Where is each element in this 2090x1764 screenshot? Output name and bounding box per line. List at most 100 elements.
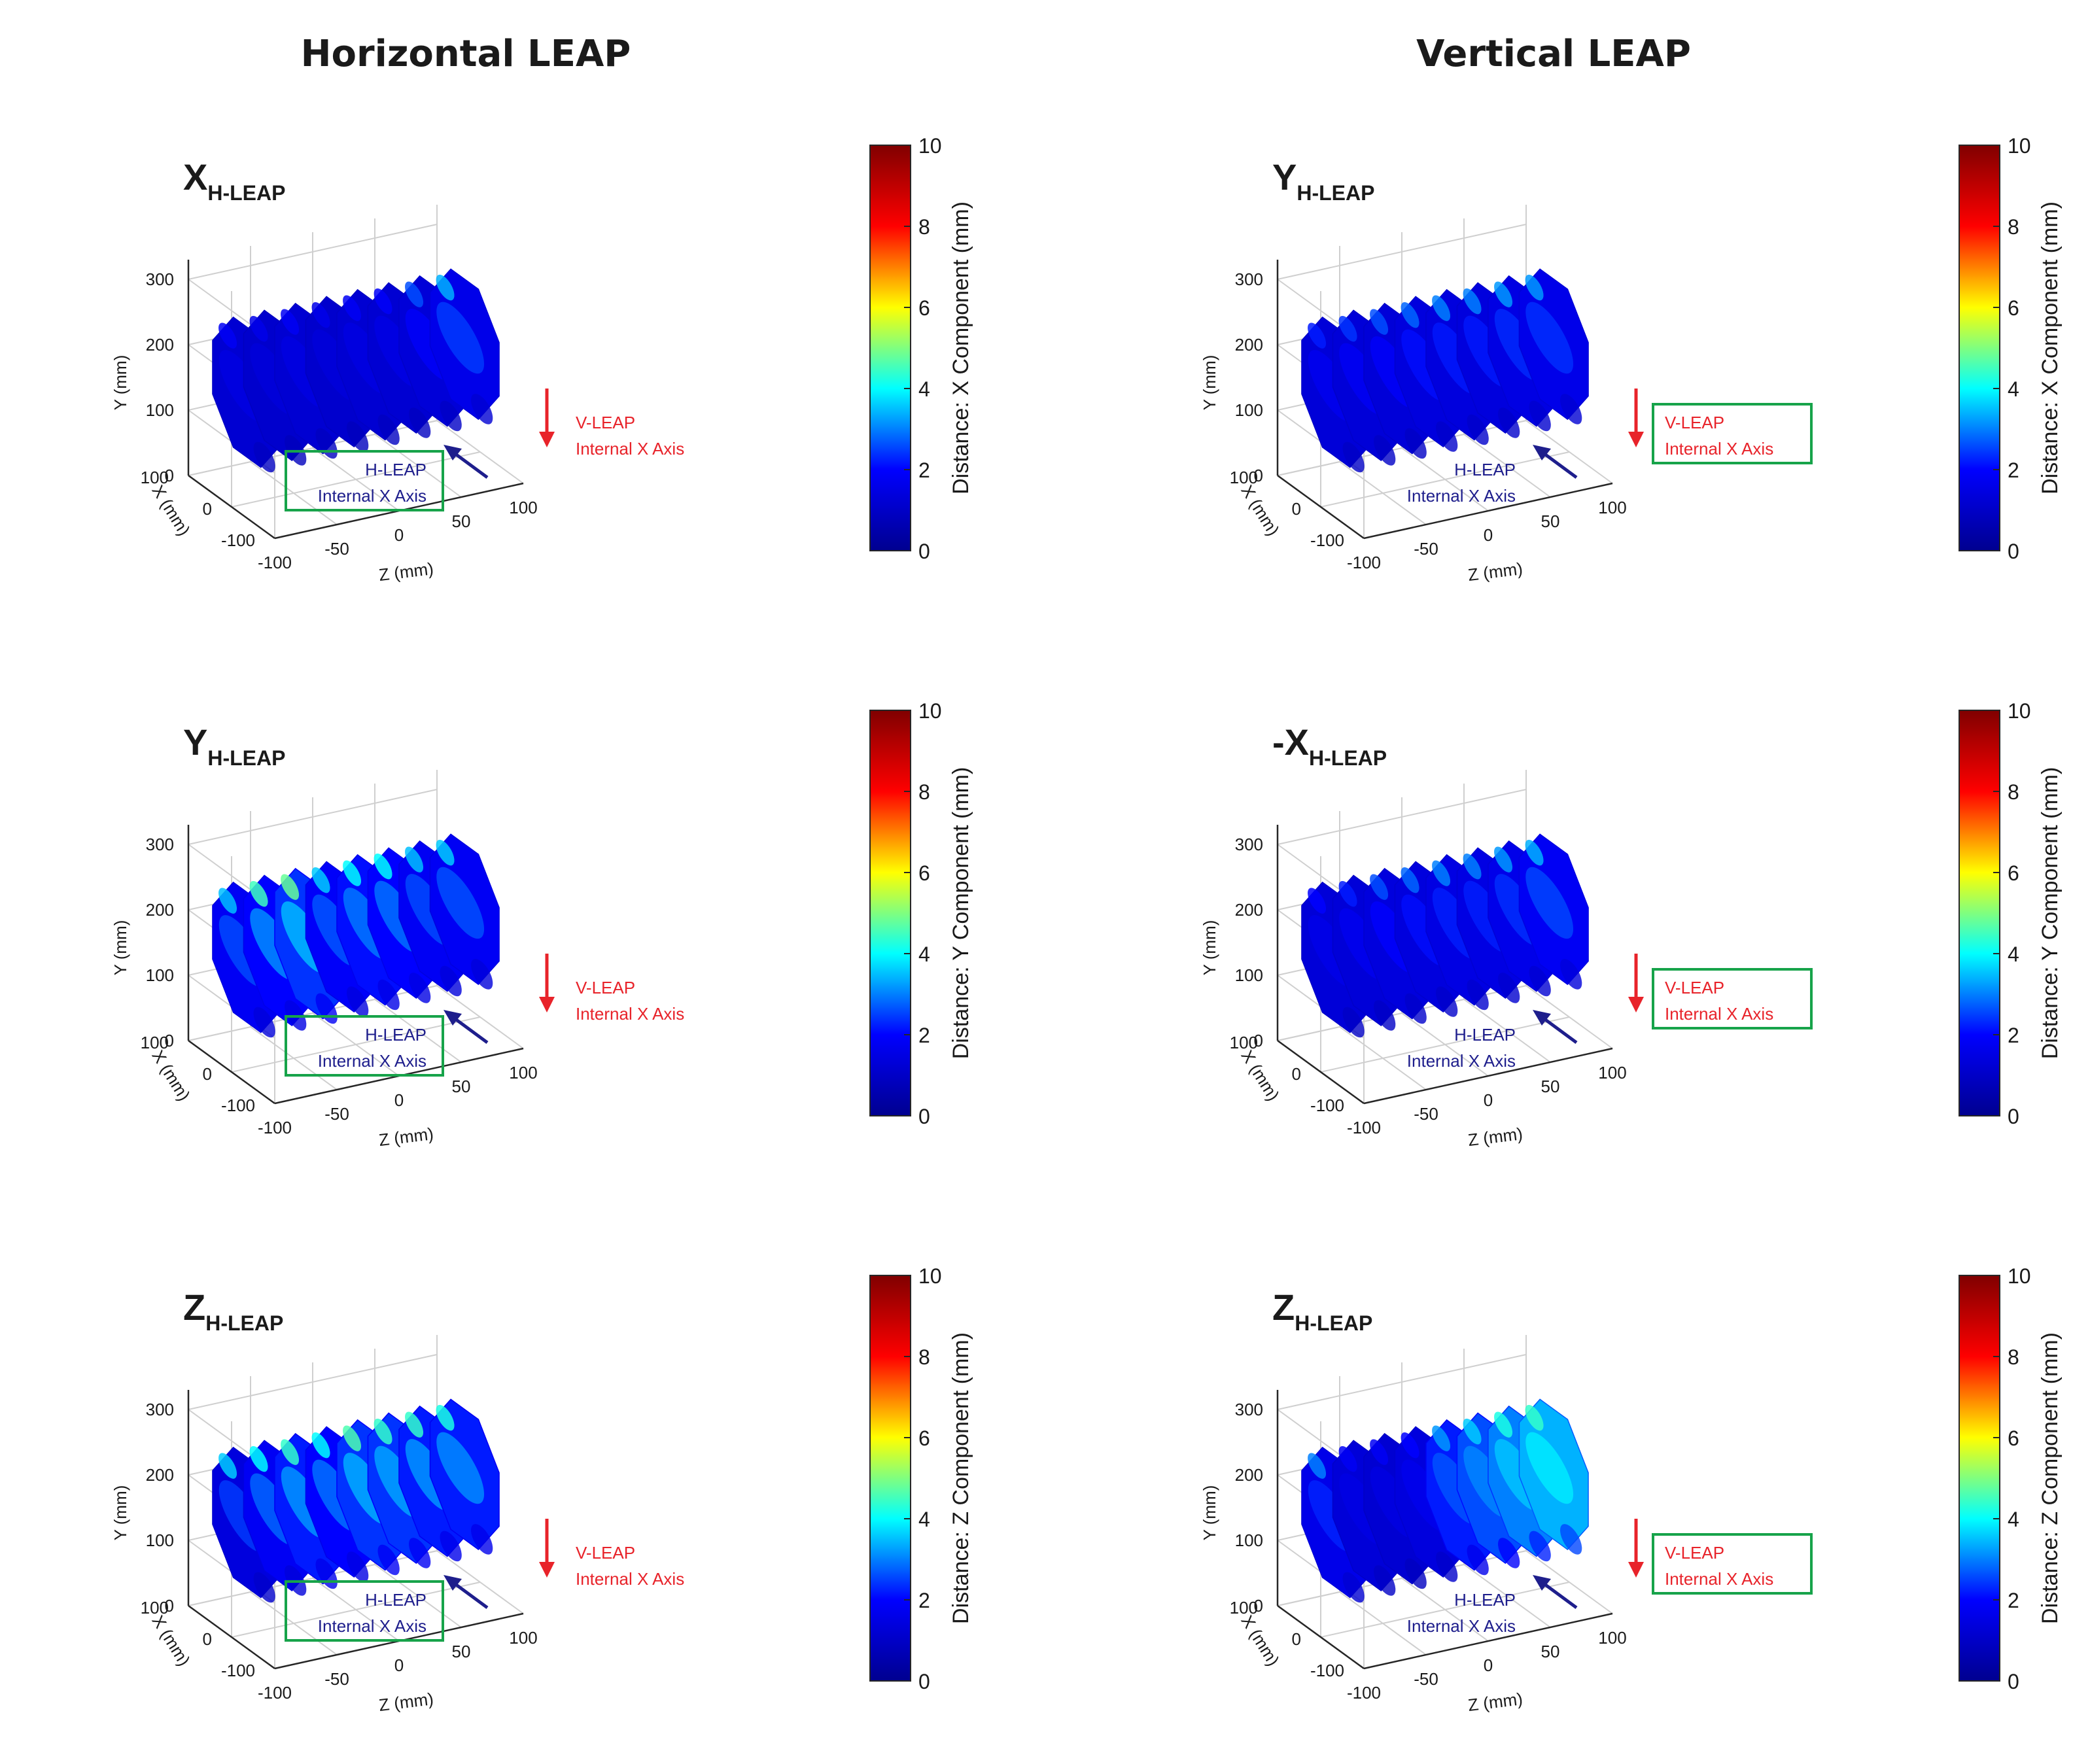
annotation-text: Internal X Axis — [1665, 1004, 1773, 1024]
slice-patch — [281, 309, 300, 335]
slice-patch — [311, 1432, 330, 1459]
slice-patch — [1498, 1538, 1520, 1568]
gridline — [231, 1582, 481, 1638]
arrow-head — [444, 445, 462, 460]
colorbar-tick-label: 4 — [2008, 377, 2019, 401]
slice-patch — [374, 853, 392, 880]
z-axis-label: Z (mm) — [378, 1689, 435, 1715]
slice-patch — [1529, 965, 1551, 997]
slice-patch — [1374, 1565, 1396, 1596]
slice-patch — [1560, 394, 1582, 424]
slice-patch — [1308, 888, 1327, 914]
x-axis-label: X (mm) — [148, 1046, 194, 1104]
slice-patch — [1560, 1524, 1582, 1555]
slice-patch — [1525, 274, 1544, 301]
h-leap-annotation: H-LEAP Internal X Axis — [1407, 1575, 1578, 1636]
annotation-text: H-LEAP — [365, 460, 427, 479]
slice-patch — [405, 846, 424, 873]
annotation-text: Internal X Axis — [318, 486, 427, 506]
colorbar-tick-label: 8 — [2008, 1345, 2019, 1369]
slice-patch — [440, 1531, 462, 1562]
colorbar-tick-label: 10 — [2008, 134, 2031, 158]
z-tick-label: -100 — [1347, 553, 1381, 572]
y-tick-label: 100 — [1235, 1531, 1263, 1550]
annotation-box — [285, 1580, 444, 1642]
x-axis-line — [188, 1039, 275, 1105]
axis-lines — [1276, 260, 1613, 540]
annotation-box — [285, 1015, 444, 1077]
x-axis-line — [1277, 1604, 1365, 1670]
x-tick-label: 100 — [1230, 468, 1258, 487]
y-tick-label: 200 — [1235, 335, 1263, 355]
x-axis-label: X (mm) — [1237, 1046, 1283, 1104]
colorbar-tick-label: 10 — [918, 699, 942, 723]
x-axis-line — [1277, 474, 1365, 540]
z-axis-line — [1363, 1047, 1613, 1105]
z-tick-label: 100 — [509, 1063, 537, 1082]
z-tick-label: -100 — [1347, 1683, 1381, 1703]
slice-patch — [405, 281, 424, 307]
colorbar-tick-label: 0 — [918, 1105, 930, 1128]
colorbar-tick-label: 10 — [2008, 1264, 2031, 1288]
colorbar-tick-label: 8 — [918, 215, 930, 239]
colorbar-tick-label: 6 — [918, 1427, 930, 1450]
slice-patch — [1498, 407, 1520, 438]
colorbar-label: Distance: X Component (mm) — [2038, 201, 2063, 494]
y-tick-label: 100 — [1235, 400, 1263, 420]
slice-patch — [405, 1411, 424, 1438]
annotation-text: V-LEAP — [576, 1543, 635, 1563]
annotation-text: V-LEAP — [576, 413, 635, 432]
colorbar: 0 2 4 6 8 10 Distance: X Component (mm) — [869, 134, 973, 563]
slice-patch — [347, 986, 369, 1017]
slice-patch — [377, 414, 400, 445]
z-axis-line — [1363, 1612, 1613, 1670]
z-tick-label: -50 — [324, 539, 349, 559]
x-axis-line — [188, 1604, 275, 1670]
slice-patch — [409, 407, 431, 438]
slice-patch — [471, 959, 493, 990]
y-tick-label: 300 — [146, 269, 174, 289]
colorbar: 0 2 4 6 8 10 Distance: Z Component (mm) — [1959, 1264, 2063, 1693]
slice-patch — [1525, 1432, 1574, 1504]
slice-patch — [1494, 281, 1513, 307]
slice-patch — [1432, 860, 1451, 886]
h-leap-annotation: H-LEAP Internal X Axis — [285, 1010, 489, 1077]
gridline — [1320, 1582, 1570, 1638]
slice-patch — [1338, 880, 1357, 907]
slice-patch — [249, 1445, 268, 1472]
annotation-text: H-LEAP — [365, 1025, 427, 1045]
colorbar-tick-label: 8 — [918, 1345, 930, 1369]
z-tick-label: 50 — [452, 1642, 471, 1661]
colorbar-tick-label: 6 — [2008, 296, 2019, 320]
colorbar: 0 2 4 6 8 10 Distance: Y Component (mm) — [1959, 699, 2063, 1128]
v-leap-annotation: V-LEAP Internal X Axis — [1628, 1519, 1813, 1595]
x-axis-line — [188, 474, 275, 540]
x-tick-label: -100 — [1310, 1661, 1344, 1680]
slice-patch — [1467, 979, 1489, 1011]
slice-patch — [409, 1538, 431, 1568]
annotation-text: Internal X Axis — [576, 439, 684, 458]
colorbar-tick-label: 2 — [2008, 1024, 2019, 1047]
axis-lines — [1276, 825, 1613, 1105]
slice-patch — [1308, 1453, 1327, 1479]
z-tick-label: 50 — [1541, 1077, 1560, 1096]
x-tick-label: 0 — [1292, 1064, 1301, 1084]
y-tick-label: 0 — [1254, 1031, 1263, 1050]
colorbar-tick-label: 4 — [918, 943, 930, 966]
y-tick-label: 0 — [1254, 1596, 1263, 1616]
colorbar-gradient — [869, 1275, 911, 1682]
slice-patch — [347, 1551, 369, 1582]
slice-patch — [436, 839, 455, 866]
z-axis-label: Z (mm) — [1467, 1689, 1524, 1715]
slice-patch — [1342, 1572, 1365, 1603]
slice-patch — [1370, 1439, 1389, 1465]
slice-patch — [311, 302, 330, 328]
colorbar-label: Distance: Z Component (mm) — [2038, 1332, 2063, 1624]
y-tick-label: 100 — [146, 965, 174, 985]
slice-patch — [471, 1524, 493, 1555]
colorbar-tick-label: 2 — [918, 458, 930, 482]
slice-patch — [218, 888, 237, 914]
y-tick-label: 100 — [146, 400, 174, 420]
z-axis-label: Z (mm) — [1467, 1124, 1524, 1150]
